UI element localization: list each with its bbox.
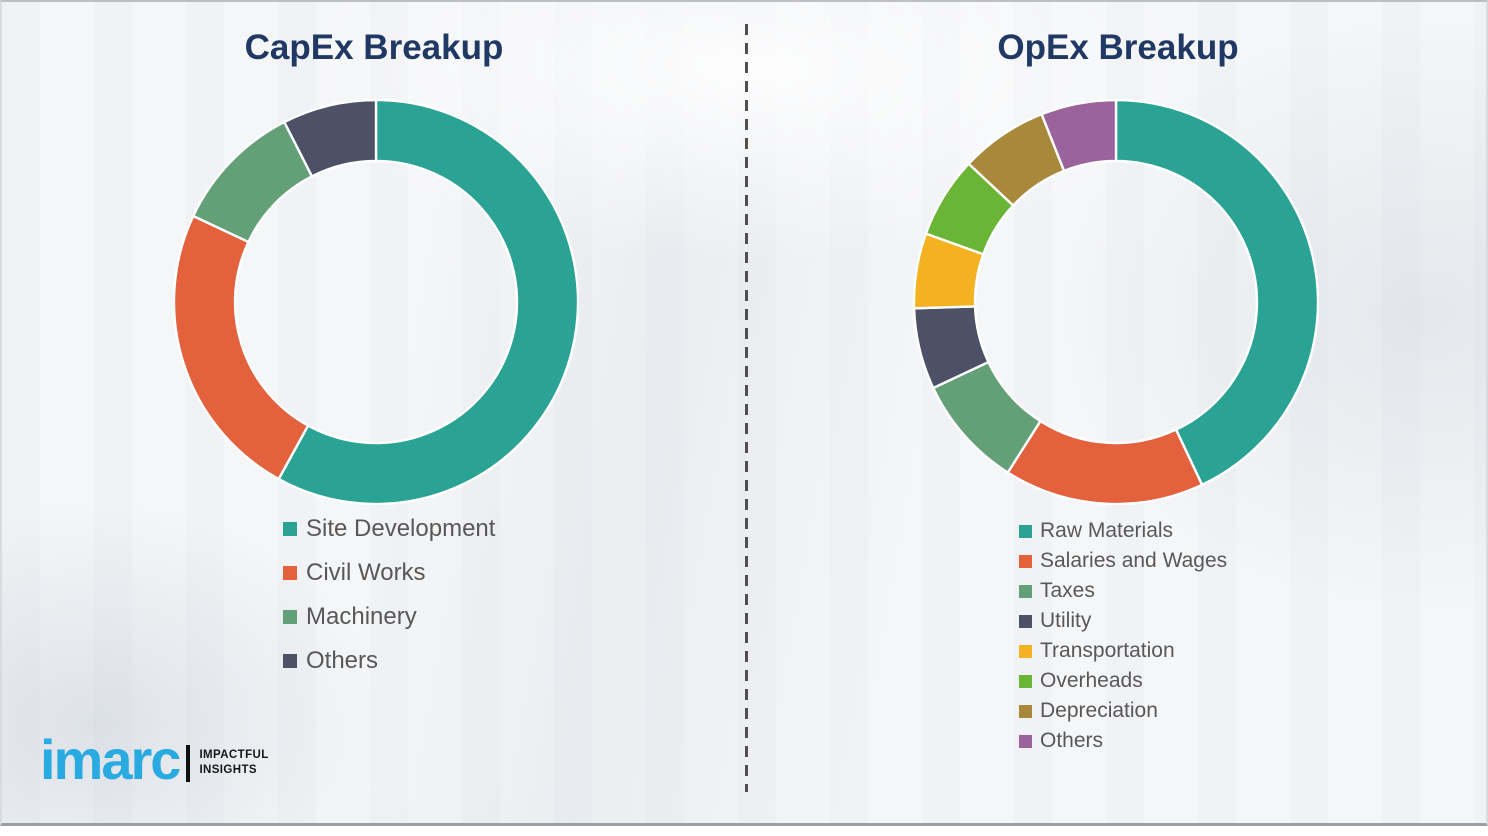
legend-label: Others (1040, 729, 1104, 752)
legend-label: Civil Works (306, 559, 426, 586)
legend-item-overheads: Overheads (1019, 669, 1227, 693)
imarc-logo: imarc IMPACTFUL INSIGHTS (40, 728, 269, 791)
opex-donut-chart (913, 99, 1319, 505)
legend-swatch (283, 654, 297, 668)
legend-swatch (1019, 644, 1032, 658)
legend-label: Site Development (306, 515, 496, 542)
legend-label: Overheads (1040, 669, 1143, 692)
legend-item-taxes: Taxes (1019, 579, 1227, 603)
legend-item-others: Others (283, 647, 495, 674)
capex-donut-chart (173, 99, 579, 505)
legend-swatch (1019, 614, 1032, 628)
donut-segment-site-development (277, 99, 579, 505)
legend-label: Salaries and Wages (1040, 549, 1228, 572)
capex-title: CapEx Breakup (244, 28, 504, 67)
legend-swatch (283, 610, 297, 624)
donut-segment-others (283, 99, 378, 178)
opex-title: OpEx Breakup (997, 28, 1239, 67)
donut-segment-salaries-and-wages (1006, 419, 1204, 505)
legend-item-utility: Utility (1019, 609, 1227, 633)
imarc-tagline-line1: IMPACTFUL (199, 749, 269, 762)
donut-segment-civil-works (173, 214, 310, 481)
donut-segment-others (1040, 99, 1118, 173)
legend-swatch (283, 522, 297, 536)
imarc-logo-tagline: IMPACTFUL INSIGHTS (199, 748, 268, 778)
legend-swatch (1019, 674, 1032, 688)
legend-item-civil-works: Civil Works (283, 559, 495, 586)
legend-swatch (1019, 704, 1032, 718)
legend-swatch (1019, 584, 1032, 598)
legend-label: Machinery (306, 603, 417, 630)
legend-label: Others (306, 647, 379, 674)
legend-swatch (1019, 734, 1032, 748)
legend-item-raw-materials: Raw Materials (1019, 519, 1227, 543)
donut-segment-raw-materials (1114, 99, 1319, 486)
section-divider-dashed-line (745, 24, 748, 792)
legend-item-site-development: Site Development (283, 515, 496, 542)
legend-label: Depreciation (1040, 699, 1158, 722)
legend-item-salaries-and-wages: Salaries and Wages (1019, 549, 1227, 573)
legend-label: Raw Materials (1040, 519, 1174, 542)
legend-label: Taxes (1040, 579, 1095, 602)
capex-legend: Site Development Civil Works Machinery Othe… (283, 515, 496, 693)
legend-item-transportation: Transportation (1019, 639, 1227, 663)
imarc-logo-divider-bar (186, 744, 191, 782)
legend-item-machinery: Machinery (283, 603, 495, 630)
opex-legend: Raw Materials Salaries and Wages Taxes Util… (1019, 519, 1227, 759)
imarc-tagline-line2: INSIGHTS (199, 764, 257, 776)
imarc-logo-wordmark: imarc (40, 728, 181, 791)
legend-item-others: Others (1019, 729, 1227, 753)
legend-swatch (283, 566, 297, 580)
legend-label: Transportation (1040, 639, 1175, 662)
legend-label: Utility (1040, 609, 1092, 632)
legend-swatch (1019, 524, 1032, 538)
legend-item-depreciation: Depreciation (1019, 699, 1227, 723)
legend-swatch (1019, 554, 1032, 568)
